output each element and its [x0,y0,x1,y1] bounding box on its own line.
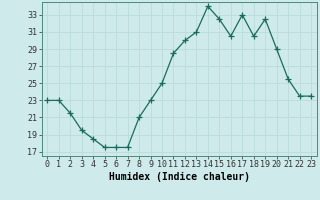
X-axis label: Humidex (Indice chaleur): Humidex (Indice chaleur) [109,172,250,182]
